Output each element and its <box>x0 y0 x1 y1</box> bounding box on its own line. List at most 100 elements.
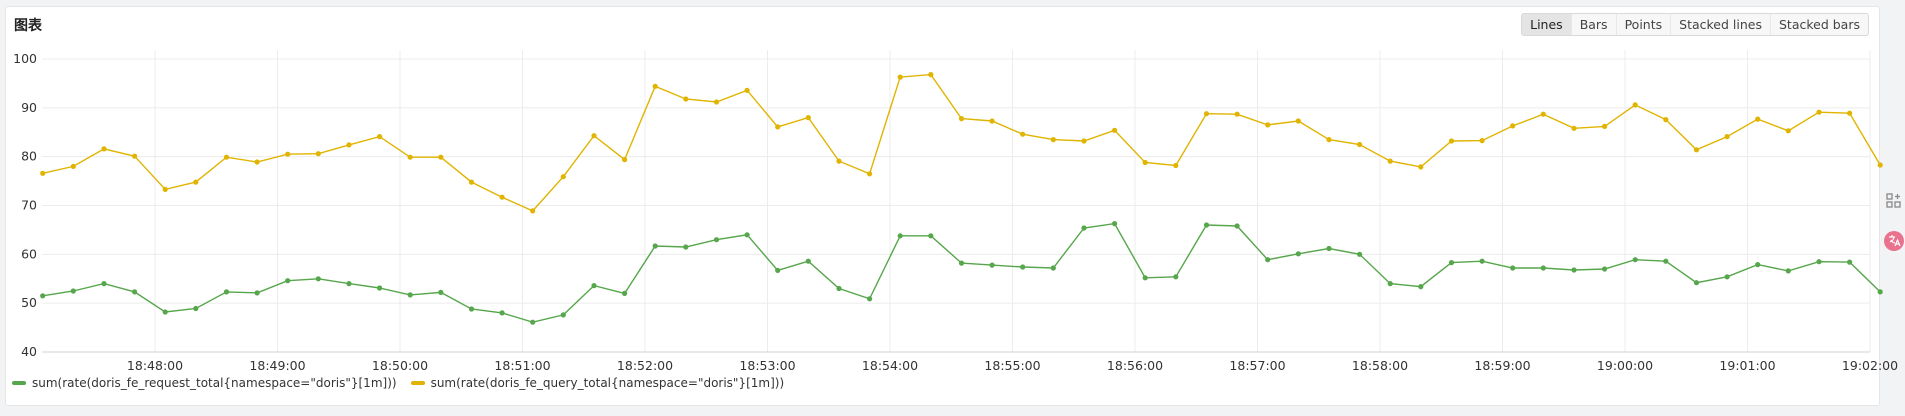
data-point-s0-40 <box>1265 257 1271 263</box>
data-point-s1-57 <box>1785 128 1791 134</box>
data-point-s0-42 <box>1326 245 1332 252</box>
data-point-s1-49 <box>1540 111 1546 117</box>
apps-add-icon[interactable] <box>1883 188 1905 214</box>
x-tick-label: 19:02:00 <box>1842 358 1898 373</box>
data-point-s1-13 <box>438 154 444 160</box>
data-point-s1-24 <box>775 124 781 130</box>
chart-legend: sum(rate(doris_fe_request_total{namespac… <box>12 376 784 390</box>
data-point-s0-35 <box>1112 221 1118 227</box>
legend-item-request-total[interactable]: sum(rate(doris_fe_request_total{namespac… <box>12 376 397 390</box>
data-point-s0-30 <box>958 260 965 266</box>
data-point-s1-43 <box>1357 141 1363 148</box>
data-point-s0-18 <box>591 283 597 289</box>
data-point-s1-22 <box>713 99 720 105</box>
data-point-s1-40 <box>1265 122 1271 128</box>
data-point-s1-25 <box>805 115 811 121</box>
data-point-s1-33 <box>1050 137 1056 143</box>
y-tick-label: 50 <box>21 295 37 310</box>
data-point-s1-10 <box>346 142 352 148</box>
y-tick-label: 70 <box>21 198 37 213</box>
data-point-s0-5 <box>193 305 199 312</box>
x-tick-label: 18:55:00 <box>984 358 1040 373</box>
data-point-s0-3 <box>132 289 138 295</box>
data-point-s0-49 <box>1540 265 1546 271</box>
data-point-s1-27 <box>867 171 873 177</box>
data-point-s0-28 <box>897 233 903 239</box>
data-point-s0-37 <box>1173 274 1179 280</box>
tab-bars[interactable]: Bars <box>1572 14 1617 35</box>
data-point-s0-16 <box>530 319 536 325</box>
data-point-s1-52 <box>1632 102 1638 108</box>
data-point-s1-9 <box>315 151 321 157</box>
data-point-s0-46 <box>1448 260 1455 266</box>
y-tick-label: 100 <box>13 51 37 66</box>
data-point-s0-8 <box>285 278 291 284</box>
data-point-s0-41 <box>1295 251 1301 257</box>
data-point-s0-54 <box>1693 280 1700 286</box>
data-point-s0-52 <box>1632 257 1638 263</box>
tab-stacked-bars[interactable]: Stacked bars <box>1778 17 1860 32</box>
data-point-s1-59 <box>1847 110 1853 116</box>
data-point-s0-24 <box>775 267 781 273</box>
data-point-s1-30 <box>958 116 965 122</box>
data-point-s1-14 <box>468 179 475 185</box>
data-point-s1-53 <box>1663 117 1669 123</box>
data-point-s0-29 <box>928 233 934 239</box>
data-point-s0-7 <box>254 290 260 296</box>
data-point-s0-6 <box>223 289 230 295</box>
tab-points[interactable]: Points <box>1617 14 1672 35</box>
data-point-s1-28 <box>897 74 903 80</box>
x-tick-label: 18:54:00 <box>862 358 918 373</box>
data-point-s1-44 <box>1387 158 1393 164</box>
data-point-s1-16 <box>530 208 536 214</box>
data-point-s1-18 <box>591 133 597 139</box>
data-point-s0-39 <box>1234 223 1240 229</box>
data-point-s0-1 <box>70 288 76 294</box>
data-point-s0-9 <box>315 276 321 282</box>
data-point-s0-0 <box>40 293 46 299</box>
data-point-s0-31 <box>989 262 995 268</box>
data-point-s1-3 <box>132 153 138 159</box>
data-point-s0-22 <box>713 237 720 243</box>
data-point-s1-50 <box>1571 125 1577 131</box>
data-point-s0-19 <box>622 290 628 296</box>
data-point-s0-23 <box>744 232 750 238</box>
legend-item-query-total[interactable]: sum(rate(doris_fe_query_total{namespace=… <box>410 376 784 390</box>
data-point-s0-43 <box>1357 251 1363 257</box>
x-tick-label: 18:59:00 <box>1474 358 1530 373</box>
data-point-s1-17 <box>560 174 566 180</box>
data-point-s0-25 <box>805 258 811 264</box>
data-point-s1-37 <box>1173 162 1179 169</box>
data-point-s0-51 <box>1602 266 1608 272</box>
tab-stacked-lines[interactable]: Stacked lines <box>1671 14 1771 35</box>
data-point-s1-12 <box>407 154 413 160</box>
x-tick-label: 18:57:00 <box>1229 358 1285 373</box>
translate-icon[interactable] <box>1883 228 1905 254</box>
tab-lines[interactable]: Lines <box>1522 14 1572 35</box>
y-tick-label: 40 <box>21 344 37 359</box>
data-point-s1-36 <box>1142 159 1148 166</box>
data-point-s1-45 <box>1418 164 1424 170</box>
data-point-s0-13 <box>438 289 444 295</box>
data-point-s0-55 <box>1724 274 1730 280</box>
data-point-s0-38 <box>1203 222 1210 228</box>
data-point-s1-41 <box>1295 118 1301 124</box>
data-point-s0-44 <box>1387 281 1393 287</box>
x-tick-label: 18:56:00 <box>1107 358 1163 373</box>
data-point-s0-32 <box>1020 264 1026 270</box>
data-point-s0-33 <box>1050 265 1056 271</box>
data-point-s1-31 <box>989 118 995 124</box>
data-point-s0-58 <box>1816 259 1822 265</box>
data-point-s0-53 <box>1663 258 1669 264</box>
data-point-s0-10 <box>346 281 352 287</box>
data-point-s1-35 <box>1112 127 1118 133</box>
x-tick-label: 18:53:00 <box>739 358 795 373</box>
x-tick-label: 18:51:00 <box>494 358 550 373</box>
y-tick-label: 90 <box>21 100 37 115</box>
data-point-s1-6 <box>223 154 230 160</box>
data-point-s1-7 <box>254 159 260 165</box>
data-point-s0-36 <box>1142 275 1148 281</box>
data-point-s1-11 <box>377 134 383 140</box>
data-point-s1-39 <box>1234 111 1240 117</box>
